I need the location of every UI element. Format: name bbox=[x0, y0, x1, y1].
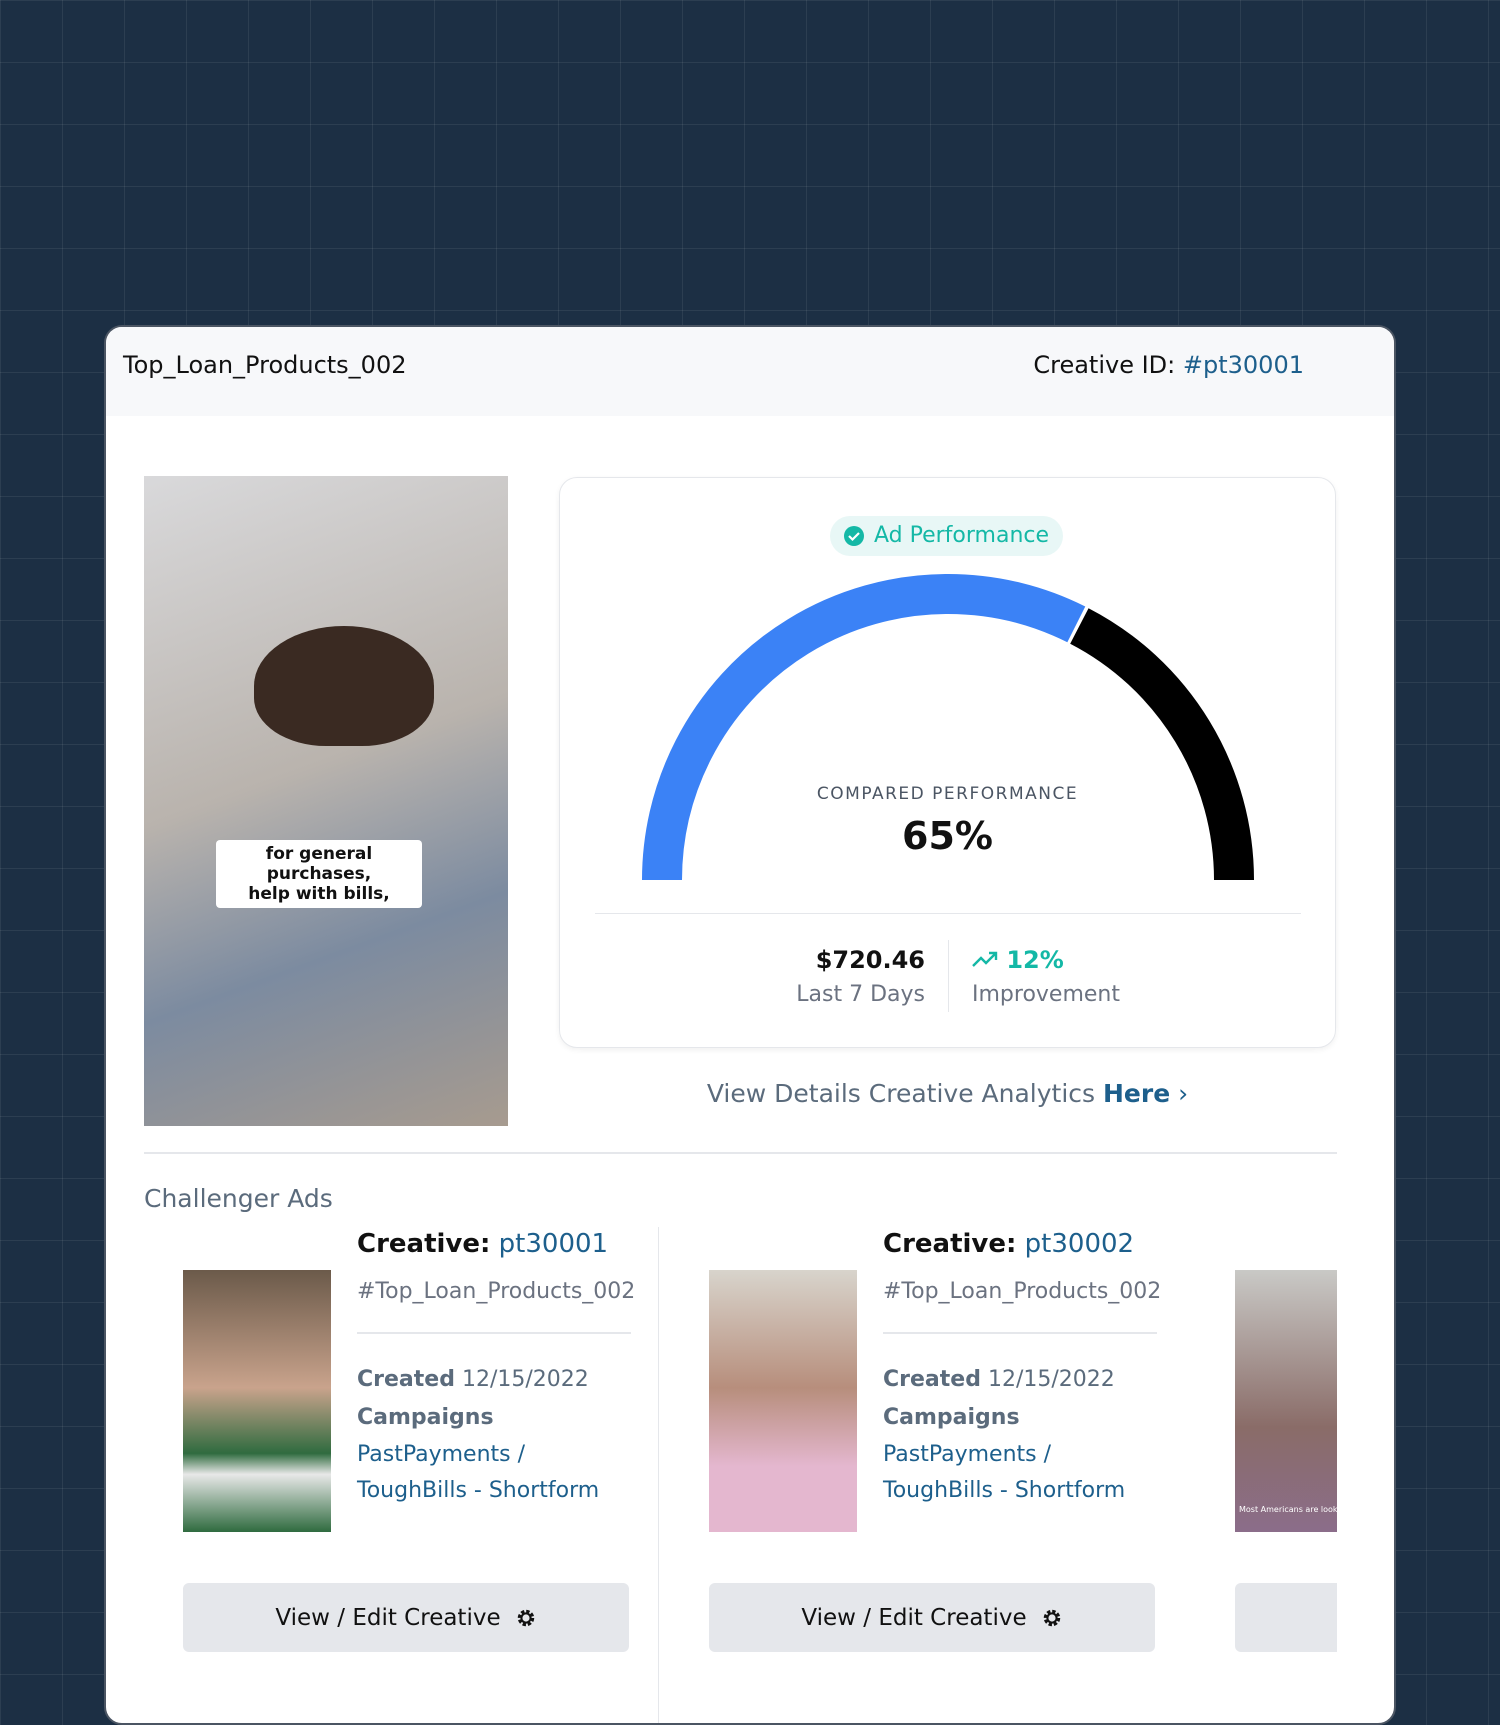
edit-button[interactable] bbox=[1235, 1583, 1337, 1652]
gear-icon bbox=[517, 1609, 534, 1626]
tag: #Top_Loan_Products_002 bbox=[883, 1279, 1161, 1304]
main-video[interactable]: for general purchases, help with bills, bbox=[144, 476, 508, 1126]
link-text: View Details Creative Analytics bbox=[706, 1079, 1096, 1108]
gauge bbox=[642, 574, 1254, 881]
challenger-list: Most Americans are looking Creative: pt3… bbox=[144, 1227, 1337, 1723]
campaign: ToughBills - Shortform bbox=[357, 1478, 599, 1503]
analytics-link[interactable]: View Details Creative Analytics Here › bbox=[559, 1079, 1336, 1108]
performance-panel: Ad Performance COMPARED PERFORMANCE 65% … bbox=[559, 477, 1336, 1048]
campaign: ToughBills - Shortform bbox=[883, 1478, 1125, 1503]
campaigns: Campaigns bbox=[883, 1405, 1020, 1430]
divider bbox=[357, 1332, 631, 1334]
button-text: View / Edit Creative bbox=[801, 1604, 1027, 1631]
edit-button[interactable]: View / Edit Creative bbox=[183, 1583, 629, 1652]
gauge-fill bbox=[642, 574, 1086, 881]
date: 12/15/2022 bbox=[461, 1367, 589, 1392]
chevron: › bbox=[1178, 1079, 1189, 1108]
date: 12/15/2022 bbox=[987, 1367, 1115, 1392]
gauge-label: COMPARED PERFORMANCE bbox=[816, 784, 1079, 804]
stat-separator bbox=[948, 940, 949, 1012]
campaign-link: PastPayments / bbox=[883, 1442, 1052, 1467]
label: Created bbox=[357, 1367, 455, 1392]
campaign: PastPayments / bbox=[883, 1442, 1051, 1467]
column-separator bbox=[658, 1227, 659, 1723]
thumb-caption: Most Americans are looking bbox=[1239, 1505, 1337, 1514]
stat-improvement: 12% Improvement bbox=[972, 946, 1120, 1007]
label: Created bbox=[883, 1367, 981, 1392]
stat-label: Last 7 Days bbox=[796, 982, 925, 1007]
creative-id: Creative ID: #pt30001 bbox=[1033, 351, 1304, 379]
stat-value: $720.46 bbox=[815, 946, 925, 974]
button-text: View / Edit Creative bbox=[275, 1604, 501, 1631]
creative-line: Creative: pt30001 bbox=[357, 1229, 608, 1259]
stat-value: 12% bbox=[1006, 946, 1064, 974]
creative-id: pt30002 bbox=[1024, 1229, 1135, 1259]
label: Campaigns bbox=[357, 1405, 494, 1430]
campaigns: Campaigns bbox=[357, 1405, 494, 1430]
gauge-value: 65% bbox=[902, 814, 993, 858]
created: Created 12/15/2022 bbox=[357, 1367, 589, 1392]
divider bbox=[883, 1332, 1157, 1334]
face bbox=[254, 626, 434, 746]
creative-card: Top_Loan_Products_002 Creative ID: #pt30… bbox=[104, 325, 1396, 1725]
id-value: #pt30001 bbox=[1182, 351, 1304, 379]
divider bbox=[595, 913, 1301, 914]
gear-icon bbox=[1043, 1609, 1060, 1626]
tag-text: #Top_Loan_Products_002 bbox=[883, 1279, 1162, 1304]
card-header: Top_Loan_Products_002 Creative ID: #pt30… bbox=[106, 327, 1394, 416]
link-emphasis: Here bbox=[1103, 1079, 1171, 1108]
check-icon bbox=[844, 526, 864, 546]
id-label: Creative ID: bbox=[1033, 351, 1176, 379]
edit-button[interactable]: View / Edit Creative bbox=[709, 1583, 1155, 1652]
created: Created 12/15/2022 bbox=[883, 1367, 1115, 1392]
creative-id: pt30001 bbox=[498, 1229, 609, 1259]
thumbnail[interactable] bbox=[709, 1270, 857, 1532]
label: Creative: bbox=[357, 1229, 491, 1259]
divider bbox=[144, 1152, 1337, 1154]
tag: #Top_Loan_Products_002 bbox=[357, 1279, 635, 1304]
badge: Ad Performance bbox=[830, 516, 1064, 556]
video-caption: for general purchases, help with bills, bbox=[216, 840, 422, 908]
label: Campaigns bbox=[883, 1405, 1020, 1430]
badge-text: Ad Performance bbox=[874, 523, 1050, 548]
gauge-rest bbox=[1070, 608, 1254, 881]
thumbnail[interactable] bbox=[183, 1270, 331, 1532]
campaign: PastPayments / bbox=[357, 1442, 525, 1467]
campaign-link: ToughBills - Shortform bbox=[357, 1478, 600, 1503]
label: Creative: bbox=[883, 1229, 1017, 1259]
thumbnail[interactable]: Most Americans are looking bbox=[1235, 1270, 1337, 1532]
creative-title: Top_Loan_Products_002 bbox=[123, 351, 407, 379]
creative-line: Creative: pt30002 bbox=[883, 1229, 1134, 1259]
campaign-link: PastPayments / bbox=[357, 1442, 526, 1467]
trend-icon bbox=[972, 951, 998, 967]
section-title: Challenger Ads bbox=[144, 1184, 333, 1213]
stat-label: Improvement bbox=[972, 982, 1120, 1007]
campaign-link: ToughBills - Shortform bbox=[883, 1478, 1126, 1503]
stat-spend: $720.46 Last 7 Days bbox=[796, 946, 925, 1007]
tag-text: #Top_Loan_Products_002 bbox=[357, 1279, 636, 1304]
